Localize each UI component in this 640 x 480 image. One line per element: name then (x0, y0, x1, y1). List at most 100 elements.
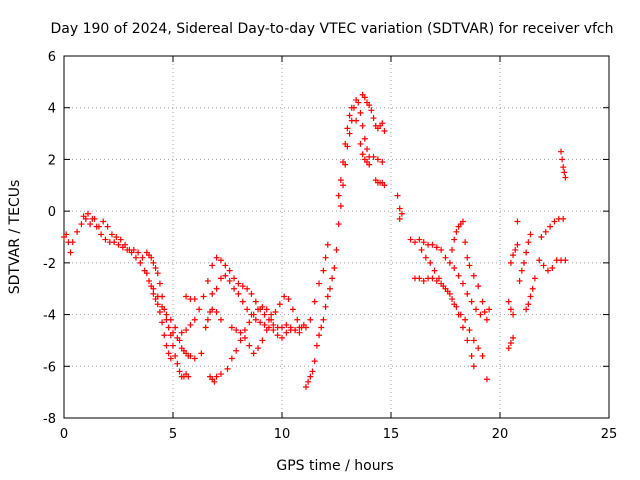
data-point (529, 285, 536, 292)
data-point (316, 332, 323, 339)
data-point (366, 161, 373, 168)
data-point (326, 285, 333, 292)
data-point (111, 239, 118, 246)
data-point (63, 231, 70, 238)
data-point (255, 306, 262, 313)
data-point (420, 239, 427, 246)
y-tick-label: -2 (43, 257, 56, 272)
data-point (259, 337, 266, 344)
data-point (296, 329, 303, 336)
data-point (562, 174, 569, 181)
data-point (198, 350, 205, 357)
data-point (322, 254, 329, 261)
x-tick-label: 15 (383, 427, 400, 442)
data-point (507, 306, 514, 313)
data-point (514, 241, 521, 248)
data-point (102, 236, 109, 243)
data-point (468, 298, 475, 305)
data-point (374, 156, 381, 163)
data-point (549, 265, 556, 272)
data-point (274, 332, 281, 339)
data-point (244, 285, 251, 292)
data-point (361, 135, 368, 142)
data-point (311, 298, 318, 305)
data-point (152, 265, 159, 272)
data-point (217, 371, 224, 378)
data-point (237, 337, 244, 344)
data-point (283, 321, 290, 328)
data-point (475, 283, 482, 290)
data-point (204, 316, 211, 323)
data-point (307, 373, 314, 380)
data-point (119, 244, 126, 251)
data-point (191, 296, 198, 303)
data-point (250, 311, 257, 318)
data-point (165, 350, 172, 357)
data-point (431, 267, 438, 274)
data-point (185, 373, 192, 380)
data-point (294, 316, 301, 323)
x-tick-label: 0 (60, 427, 68, 442)
data-point (333, 246, 340, 253)
data-point (161, 332, 168, 339)
data-point (237, 329, 244, 336)
data-point (302, 324, 309, 331)
grid-lines (64, 56, 609, 418)
data-point (470, 272, 477, 279)
data-point (561, 169, 568, 176)
data-point (100, 218, 107, 225)
data-point (324, 241, 331, 248)
track-1-series (61, 215, 174, 362)
data-point (366, 102, 373, 109)
data-point (505, 345, 512, 352)
data-point (239, 298, 246, 305)
data-point (150, 285, 157, 292)
data-point (470, 337, 477, 344)
data-point (324, 293, 331, 300)
data-point (466, 262, 473, 269)
track-5-series (209, 272, 303, 341)
data-point (538, 234, 545, 240)
data-points (61, 91, 569, 390)
data-point (418, 246, 425, 253)
data-point (433, 244, 440, 251)
data-point (87, 221, 94, 228)
data-point (464, 254, 471, 261)
data-point (178, 329, 185, 336)
data-point (167, 355, 174, 362)
data-point (213, 254, 220, 261)
data-point (309, 368, 316, 375)
data-point (379, 159, 386, 166)
data-point (355, 99, 362, 106)
data-point (527, 231, 534, 238)
data-point (527, 293, 534, 300)
chart-title: Day 190 of 2024, Sidereal Day-to-day VTE… (50, 21, 613, 37)
data-point (379, 120, 386, 127)
y-tick-label: -4 (43, 309, 56, 324)
data-point (510, 311, 517, 318)
y-tick-label: 2 (48, 153, 56, 168)
y-tick-label: 6 (48, 50, 56, 65)
data-point (320, 316, 327, 323)
data-point (514, 218, 521, 225)
x-tick-label: 25 (601, 427, 618, 442)
data-point (473, 306, 480, 313)
data-point (357, 109, 364, 116)
data-point (329, 275, 336, 282)
data-point (558, 148, 565, 155)
data-point (191, 355, 198, 362)
x-tick-label: 10 (274, 427, 291, 442)
data-point (104, 223, 111, 230)
data-point (161, 306, 168, 313)
data-point (340, 182, 347, 189)
data-point (429, 241, 436, 248)
data-point (78, 221, 85, 228)
data-point (560, 164, 567, 171)
data-point (407, 236, 414, 243)
data-point (505, 298, 512, 305)
data-point (446, 259, 453, 266)
data-point (172, 324, 179, 331)
y-tick-label: 0 (48, 205, 56, 220)
data-point (174, 360, 181, 367)
data-point (148, 254, 155, 261)
